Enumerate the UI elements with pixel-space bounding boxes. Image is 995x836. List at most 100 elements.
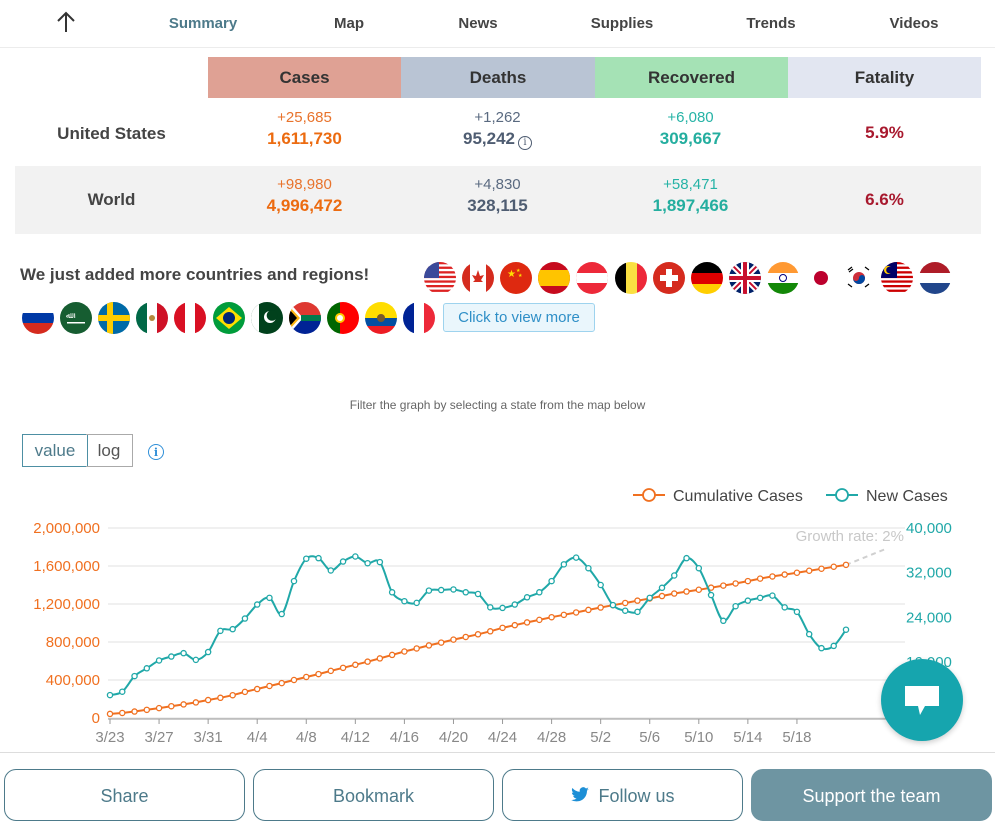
left-tick-label: 1,600,000 <box>33 558 100 575</box>
stats-row-us: United States +25,685 1,611,730 +1,262 9… <box>15 100 981 168</box>
filter-hint: Filter the graph by selecting a state fr… <box>349 398 646 412</box>
data-point <box>720 617 727 625</box>
flag-brazil-icon[interactable] <box>212 302 245 334</box>
flag-austria-icon[interactable] <box>576 262 609 294</box>
deaths-delta: +1,262 <box>474 109 521 126</box>
series-line-cumulative <box>109 563 847 715</box>
flag-portugal-icon[interactable] <box>326 302 359 334</box>
flag-peru-icon[interactable] <box>174 302 207 334</box>
flag-south-korea-icon[interactable] <box>843 262 876 294</box>
tab-trends[interactable]: Trends <box>746 15 796 32</box>
data-point <box>609 601 617 609</box>
data-point <box>523 619 531 626</box>
legend-marker <box>642 488 656 502</box>
flag-belgium-icon[interactable] <box>614 262 647 294</box>
data-point <box>217 694 224 702</box>
data-point <box>462 589 469 596</box>
data-point <box>106 691 114 699</box>
data-point <box>548 613 555 621</box>
tab-summary[interactable]: Summary <box>168 15 238 32</box>
data-point <box>695 564 703 572</box>
regions-heading: We just added more countries and regions… <box>20 265 370 284</box>
tab-news[interactable]: News <box>458 15 498 32</box>
flag-pakistan-icon[interactable] <box>250 302 283 334</box>
legend-label[interactable]: Cumulative Cases <box>673 488 803 505</box>
data-point <box>253 685 261 693</box>
data-point <box>364 658 371 665</box>
tab-videos[interactable]: Videos <box>889 15 939 32</box>
flag-united-states-icon[interactable] <box>424 262 456 294</box>
data-point <box>180 649 187 657</box>
series-line-new <box>109 555 847 697</box>
flag-sweden-icon[interactable] <box>98 302 131 334</box>
flag-malaysia-icon[interactable] <box>881 262 914 294</box>
data-point <box>683 588 690 595</box>
flag-india-icon[interactable] <box>766 262 799 294</box>
share-button[interactable]: Share <box>4 769 245 821</box>
data-point <box>634 608 641 616</box>
flag-japan-icon[interactable] <box>805 262 837 294</box>
data-point <box>278 610 285 618</box>
data-point <box>781 604 788 611</box>
flag-spain-icon[interactable] <box>538 262 571 294</box>
data-point <box>621 599 629 607</box>
view-more-button[interactable]: Click to view more <box>443 303 595 332</box>
data-point <box>769 592 776 599</box>
flag-south-africa-icon[interactable] <box>288 302 321 334</box>
x-tick-label: 3/27 <box>144 729 173 746</box>
flag-china-icon[interactable]: ★ ★ ★ <box>500 262 533 294</box>
arrow-up-icon[interactable] <box>54 10 78 36</box>
follow-us-button[interactable]: Follow us <box>502 769 743 821</box>
log-scale-button[interactable]: log <box>86 434 133 467</box>
data-point <box>315 554 322 562</box>
value-scale-button[interactable]: value <box>22 434 88 467</box>
data-point <box>437 586 445 594</box>
data-point <box>327 667 335 675</box>
data-point <box>462 633 469 641</box>
right-tick-label: 40,000 <box>906 520 952 537</box>
tab-supplies[interactable]: Supplies <box>590 15 654 32</box>
flag-canada-icon[interactable] <box>462 262 495 294</box>
data-point <box>425 587 433 594</box>
x-tick-label: 4/20 <box>439 729 468 746</box>
data-point <box>450 586 457 593</box>
data-point <box>511 621 519 629</box>
deaths-total: 328,115 <box>467 196 528 215</box>
deaths-cell: +1,262 95,242 i <box>401 109 594 151</box>
support-button[interactable]: Support the team <box>751 769 992 821</box>
flag-russia-icon[interactable] <box>22 302 54 334</box>
tab-map[interactable]: Map <box>334 15 364 32</box>
data-point <box>143 706 151 714</box>
cases-chart[interactable]: 0 400,000 800,000 1,200,000 1,600,000 2,000,0… <box>0 480 995 752</box>
data-point <box>388 651 396 659</box>
flag-ecuador-icon[interactable] <box>364 302 397 334</box>
flag-saudi-arabia-icon[interactable]: ﷲ <box>60 302 93 334</box>
recovered-total: 309,667 <box>659 129 722 148</box>
data-point <box>511 601 519 608</box>
growth-rate-annotation: Growth rate: 2% <box>796 528 904 545</box>
bookmark-button[interactable]: Bookmark <box>253 769 494 821</box>
data-point <box>266 682 273 690</box>
info-icon[interactable]: i <box>518 136 532 150</box>
cases-total: 4,996,472 <box>266 196 343 215</box>
data-point <box>143 665 151 672</box>
data-point <box>560 611 568 619</box>
info-icon[interactable]: i <box>148 444 164 460</box>
legend-label[interactable]: New Cases <box>866 488 948 505</box>
data-point <box>290 676 298 684</box>
flag-united-kingdom-icon[interactable] <box>728 262 761 294</box>
flag-france-icon[interactable] <box>403 302 435 334</box>
svg-text:★: ★ <box>518 273 523 279</box>
left-tick-label: 1,200,000 <box>33 596 100 613</box>
data-point <box>548 577 555 585</box>
chat-button[interactable] <box>881 659 963 741</box>
flag-mexico-icon[interactable] <box>136 302 169 334</box>
flag-germany-icon[interactable] <box>690 262 723 294</box>
data-point <box>180 701 187 708</box>
flag-netherlands-icon[interactable] <box>919 262 952 294</box>
data-point <box>818 644 825 652</box>
data-point <box>192 699 200 706</box>
flag-switzerland-icon[interactable] <box>652 262 685 294</box>
data-point <box>401 597 408 605</box>
data-point <box>474 590 482 598</box>
